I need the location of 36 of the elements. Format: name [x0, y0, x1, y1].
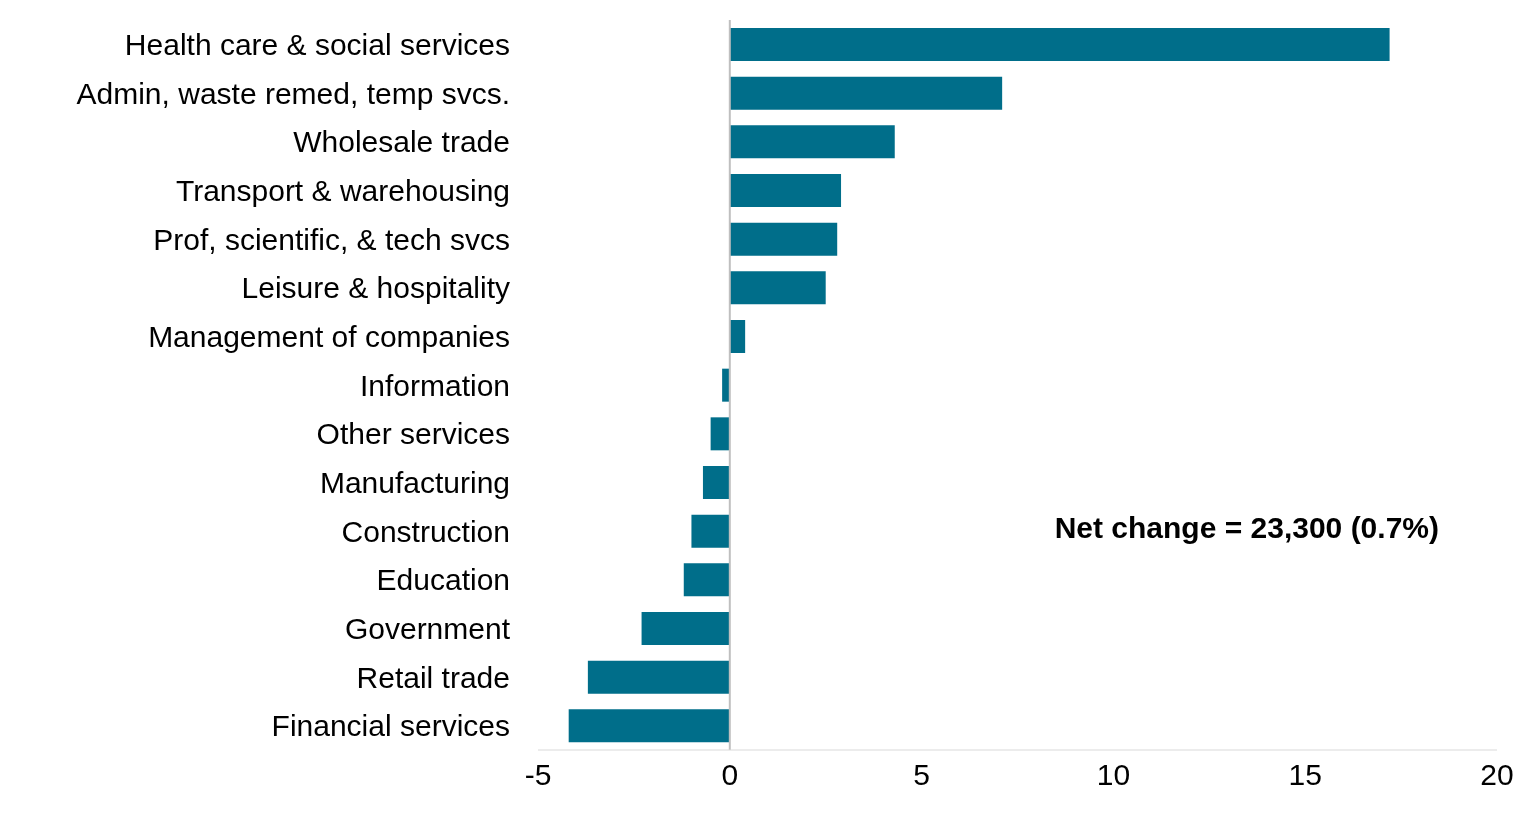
bar	[729, 320, 746, 353]
bar	[729, 76, 1003, 110]
bar	[729, 271, 826, 305]
x-tick-label: 10	[1096, 758, 1131, 792]
annotation: Net change = 23,300 (0.7%)	[1054, 511, 1439, 545]
bar	[729, 222, 838, 256]
bar	[710, 417, 730, 451]
y-tick-label: Information	[359, 368, 510, 402]
y-tick-label: Health care & social services	[124, 27, 510, 61]
y-tick-label: Construction	[341, 514, 510, 548]
bar	[683, 563, 730, 597]
x-tick-label: -5	[524, 758, 552, 792]
bar	[691, 514, 730, 548]
y-tick-label: Financial services	[271, 709, 510, 743]
x-tick-label: 5	[913, 758, 930, 792]
y-tick-label: Management of companies	[148, 319, 510, 353]
y-tick-label: Government	[344, 611, 511, 645]
bar	[729, 125, 895, 159]
bar	[729, 174, 842, 207]
y-tick-label: Retail trade	[356, 660, 510, 694]
bar	[641, 612, 730, 645]
y-tick-label: Other services	[316, 417, 510, 451]
y-tick-label: Manufacturing	[319, 465, 510, 499]
x-tick-label: 0	[721, 758, 739, 792]
bar	[587, 660, 730, 694]
y-tick-label: Admin, waste remed, temp svcs.	[76, 76, 510, 110]
y-tick-label: Wholesale trade	[293, 125, 510, 159]
bar	[568, 709, 730, 743]
x-tick-label: 20	[1480, 758, 1514, 792]
x-tick-label: 15	[1288, 758, 1322, 792]
y-tick-label: Leisure & hospitality	[241, 271, 510, 305]
y-tick-label: Prof, scientific, & tech svcs	[153, 222, 510, 256]
y-tick-label: Education	[376, 563, 510, 597]
bar	[702, 466, 730, 499]
y-tick-label: Transport & warehousing	[175, 173, 510, 207]
bar	[729, 28, 1390, 61]
